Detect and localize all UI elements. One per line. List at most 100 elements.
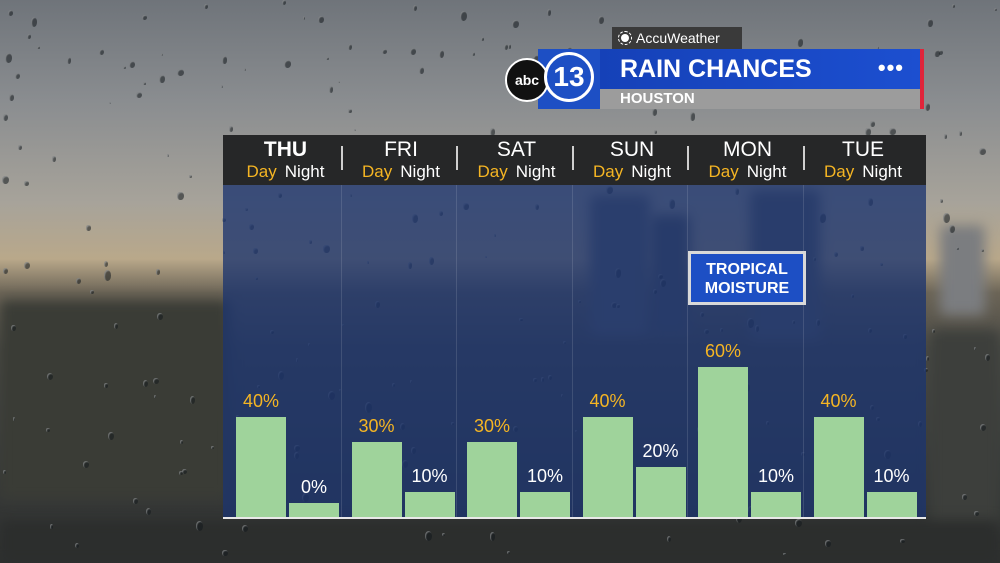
day-name-label: THU: [263, 138, 308, 161]
chart-baseline: [223, 517, 926, 519]
raindrop: [353, 128, 357, 132]
day-name-label: SAT: [496, 138, 537, 161]
raindrop: [412, 4, 417, 12]
channel-number-logo: 13: [544, 52, 594, 102]
sun-icon: [618, 31, 632, 45]
day-header-sat: SAT Day Night: [459, 135, 574, 185]
day-header-tue: TUE Day Night: [806, 135, 921, 185]
raindrop: [980, 248, 984, 252]
raindrop: [82, 460, 90, 468]
raindrop: [135, 91, 142, 98]
raindrop: [511, 19, 519, 28]
sponsor-label: AccuWeather: [636, 30, 720, 46]
raindrop: [424, 531, 432, 541]
day-value-label-fri: 30%: [358, 416, 395, 436]
night-bar-tue: [866, 492, 917, 517]
raindrop: [382, 48, 388, 55]
day-name-label: MON: [723, 138, 772, 161]
raindrop: [503, 43, 509, 51]
day-value-label-sun: 40%: [589, 391, 626, 411]
night-bar-sun: [635, 467, 686, 517]
raindrop: [133, 498, 138, 504]
raindrop: [182, 468, 188, 475]
raindrop: [7, 10, 13, 16]
raindrop: [46, 427, 50, 433]
night-value-label-fri: 10%: [411, 466, 448, 486]
raindrop: [228, 126, 234, 132]
raindrop: [326, 56, 330, 61]
raindrop: [943, 213, 950, 224]
column-gridline: [340, 185, 342, 518]
day-name-label: SUN: [609, 138, 655, 161]
raindrop: [31, 16, 38, 27]
column-gridline: [687, 185, 688, 518]
day-sublabel: Day: [824, 162, 855, 181]
raindrop: [141, 14, 147, 21]
raindrop: [108, 431, 114, 440]
raindrop: [2, 469, 6, 475]
location-bar: HOUSTON: [600, 89, 924, 109]
night-bar-fri: [404, 492, 455, 517]
raindrop: [104, 383, 108, 388]
column-separator: [802, 146, 805, 170]
raindrop: [546, 9, 551, 16]
raindrop: [23, 180, 29, 187]
raindrop: [900, 538, 905, 544]
annotation-text: TROPICAL MOISTURE: [704, 261, 790, 297]
day-value-label-sat: 30%: [473, 416, 511, 436]
raindrop: [49, 524, 53, 529]
raindrop: [442, 533, 445, 537]
raindrop: [244, 68, 247, 71]
raindrop: [3, 267, 9, 275]
raindrop: [211, 446, 214, 450]
raindrop: [979, 424, 986, 432]
day-bar-tue: [813, 417, 864, 517]
raindrop: [14, 72, 21, 80]
raindrop: [507, 43, 512, 49]
night-sublabel: Night: [631, 162, 671, 181]
raindrop: [943, 133, 948, 139]
raindrop: [46, 372, 54, 380]
channel-number-text: 13: [553, 61, 585, 92]
raindrop: [189, 174, 192, 178]
raindrop: [24, 262, 31, 270]
raindrop: [27, 33, 31, 40]
raindrop: [160, 52, 163, 57]
raindrop: [869, 120, 875, 127]
raindrop: [284, 60, 291, 68]
raindrop: [958, 131, 962, 136]
night-sublabel: Night: [746, 162, 787, 181]
raindrop: [927, 18, 933, 28]
raindrop: [938, 49, 944, 56]
column-gridline: [802, 185, 804, 518]
raindrop: [949, 225, 956, 234]
location-label: HOUSTON: [620, 90, 695, 107]
raindrop: [876, 46, 880, 49]
raindrop: [104, 270, 112, 281]
raindrop: [85, 225, 92, 231]
raindrop: [888, 127, 896, 136]
chart-header: [223, 135, 926, 185]
raindrop: [159, 74, 166, 83]
raindrop: [667, 536, 672, 543]
raindrop: [865, 128, 871, 137]
raindrop: [348, 44, 353, 51]
raindrop: [689, 112, 696, 121]
raindrop: [974, 510, 979, 516]
abc-logo: abc: [505, 58, 549, 102]
raindrop: [459, 11, 467, 22]
raindrop: [924, 103, 931, 111]
raindrop: [489, 128, 496, 137]
raindrop: [222, 549, 228, 557]
column-gridline: [456, 185, 457, 518]
raindrop: [282, 0, 287, 6]
column-separator: [687, 146, 689, 170]
raindrop: [9, 94, 14, 101]
night-sublabel: Night: [862, 162, 902, 181]
raindrop: [328, 85, 334, 93]
abc-logo-text: abc: [514, 72, 540, 88]
raindrop: [993, 7, 998, 12]
raindrop: [114, 323, 119, 329]
raindrop: [955, 246, 960, 251]
day-sublabel: Day: [708, 162, 739, 181]
